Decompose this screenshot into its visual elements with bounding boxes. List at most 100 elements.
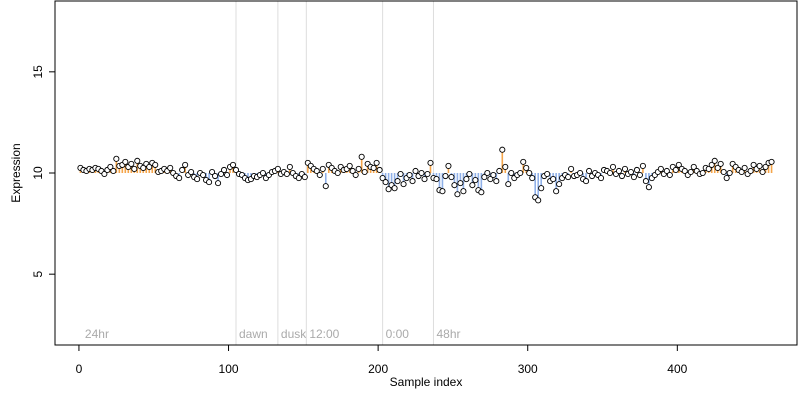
- data-point: [636, 171, 643, 179]
- data-point: [131, 165, 138, 173]
- data-point: [690, 163, 697, 170]
- y-axis: 5 10 15: [31, 65, 56, 278]
- data-point: [424, 170, 431, 178]
- data-point: [469, 182, 476, 189]
- data-point: [301, 173, 308, 181]
- data-point: [451, 182, 458, 189]
- data-point: [502, 163, 509, 170]
- data-point: [334, 169, 341, 177]
- data-point: [140, 164, 147, 171]
- data-point: [568, 165, 575, 173]
- x-tick-label: 200: [368, 362, 388, 376]
- data-point: [466, 170, 473, 178]
- data-point: [346, 162, 353, 169]
- data-point: [394, 178, 401, 185]
- y-tick-label: 10: [31, 166, 45, 180]
- data-point: [259, 169, 266, 177]
- y-axis-label: Expression: [9, 143, 23, 202]
- data-point: [642, 178, 649, 185]
- y-tick-label: 15: [31, 65, 45, 79]
- data-point: [295, 175, 302, 182]
- data-point: [319, 165, 326, 173]
- data-point: [666, 171, 673, 179]
- data-point: [463, 176, 470, 183]
- data-point: [445, 162, 452, 169]
- data-point: [215, 180, 222, 187]
- phase-label: dawn: [239, 327, 268, 341]
- data-point: [316, 171, 323, 179]
- data-point: [747, 167, 754, 175]
- data-point: [206, 179, 213, 186]
- data-point: [274, 165, 281, 173]
- data-point: [397, 170, 404, 178]
- data-point: [283, 170, 290, 178]
- data-point: [606, 169, 614, 177]
- data-point: [490, 171, 497, 179]
- data-point: [385, 186, 392, 193]
- data-point: [487, 176, 494, 183]
- data-point: [322, 183, 329, 190]
- data-point: [517, 169, 524, 177]
- phase-label: 24hr: [85, 327, 109, 341]
- data-point: [286, 163, 293, 170]
- data-point: [499, 146, 506, 153]
- data-point: [188, 168, 195, 176]
- data-point: [427, 159, 434, 166]
- data-point: [454, 191, 461, 198]
- data-point: [379, 175, 386, 182]
- data-point: [370, 164, 377, 171]
- data-point: [349, 167, 356, 175]
- data-point: [586, 167, 593, 175]
- data-point: [639, 162, 646, 169]
- data-point: [484, 169, 491, 177]
- data-point: [421, 176, 428, 183]
- data-point: [675, 161, 682, 168]
- phase-label: 12:00: [309, 327, 339, 341]
- x-tick-label: 400: [667, 362, 687, 376]
- data-point: [355, 165, 362, 173]
- data-point: [687, 168, 694, 176]
- data-point: [663, 167, 670, 175]
- data-point: [212, 172, 219, 180]
- data-point: [176, 175, 183, 182]
- data-point: [529, 175, 536, 182]
- data-point: [448, 173, 455, 181]
- data-point: [618, 172, 626, 180]
- data-point: [352, 171, 359, 179]
- data-point: [110, 167, 117, 175]
- data-point: [723, 175, 730, 182]
- data-point: [750, 161, 757, 168]
- data-point: [505, 181, 512, 188]
- data-point: [179, 166, 186, 174]
- data-point: [705, 165, 712, 173]
- data-point: [756, 162, 763, 169]
- data-point: [657, 165, 664, 173]
- data-point: [481, 173, 488, 181]
- data-point: [358, 153, 365, 160]
- data-point: [412, 167, 419, 175]
- data-point: [220, 166, 228, 174]
- data-point: [391, 185, 398, 192]
- data-point: [442, 172, 449, 180]
- data-points: [77, 146, 775, 204]
- x-tick-label: 0: [76, 362, 83, 376]
- data-point: [122, 158, 129, 165]
- data-point: [672, 166, 679, 174]
- data-point: [209, 168, 216, 176]
- data-point: [609, 163, 617, 170]
- data-point: [406, 171, 413, 179]
- data-point: [741, 164, 748, 171]
- data-point: [433, 176, 440, 183]
- data-point: [113, 155, 120, 162]
- data-point: [146, 163, 153, 170]
- x-axis-label: Sample index: [390, 375, 463, 389]
- data-point: [633, 166, 640, 174]
- data-point: [681, 167, 688, 175]
- data-point: [382, 179, 389, 186]
- data-point: [194, 176, 201, 183]
- data-point: [313, 167, 320, 175]
- data-point: [182, 161, 189, 168]
- data-point: [107, 163, 114, 170]
- data-point: [361, 168, 368, 176]
